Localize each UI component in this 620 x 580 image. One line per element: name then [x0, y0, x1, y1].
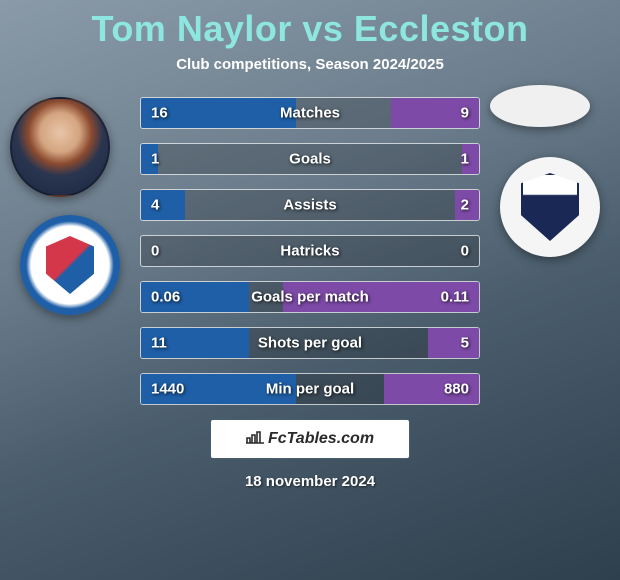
watermark-text: FcTables.com — [268, 430, 374, 448]
stat-row: 11Goals — [140, 143, 480, 175]
comparison-date: 18 november 2024 — [0, 473, 620, 490]
stat-bar-left — [141, 374, 296, 404]
stat-value-left: 0 — [151, 243, 159, 260]
stat-row: 1440880Min per goal — [140, 373, 480, 405]
stat-bar-left — [141, 282, 249, 312]
stat-bar-right — [391, 98, 479, 128]
stat-bar-left — [141, 190, 185, 220]
stat-bar-right — [455, 190, 479, 220]
stat-bar-right — [428, 328, 479, 358]
comparison-area: 169Matches 11Goals 42Assists 0 0Hatricks 0.06… — [0, 97, 620, 490]
stat-label: Goals — [141, 151, 479, 168]
stat-label: Assists — [141, 197, 479, 214]
stat-value-right: 0 — [461, 243, 469, 260]
page-subtitle: Club competitions, Season 2024/2025 — [0, 56, 620, 73]
player-left-avatar — [10, 97, 110, 197]
stat-row: 0.060.11Goals per match — [140, 281, 480, 313]
stat-bar-right — [384, 374, 479, 404]
stat-bar-left — [141, 328, 249, 358]
player-right-avatar — [490, 85, 590, 127]
stat-row: 42Assists — [140, 189, 480, 221]
club-left-badge — [20, 215, 120, 315]
stat-label: Hatricks — [141, 243, 479, 260]
stat-bar-right — [462, 144, 479, 174]
watermark-badge: FcTables.com — [210, 419, 410, 459]
stat-bar-left — [141, 144, 158, 174]
stat-bar-right — [283, 282, 479, 312]
stat-row: 169Matches — [140, 97, 480, 129]
stat-row: 0 0Hatricks — [140, 235, 480, 267]
club-right-badge — [500, 157, 600, 257]
stat-row: 115Shots per goal — [140, 327, 480, 359]
stat-bar-left — [141, 98, 296, 128]
stats-container: 169Matches 11Goals 42Assists 0 0Hatricks 0.06… — [140, 97, 480, 405]
page-title: Tom Naylor vs Eccleston — [0, 0, 620, 50]
chart-icon — [246, 430, 264, 449]
